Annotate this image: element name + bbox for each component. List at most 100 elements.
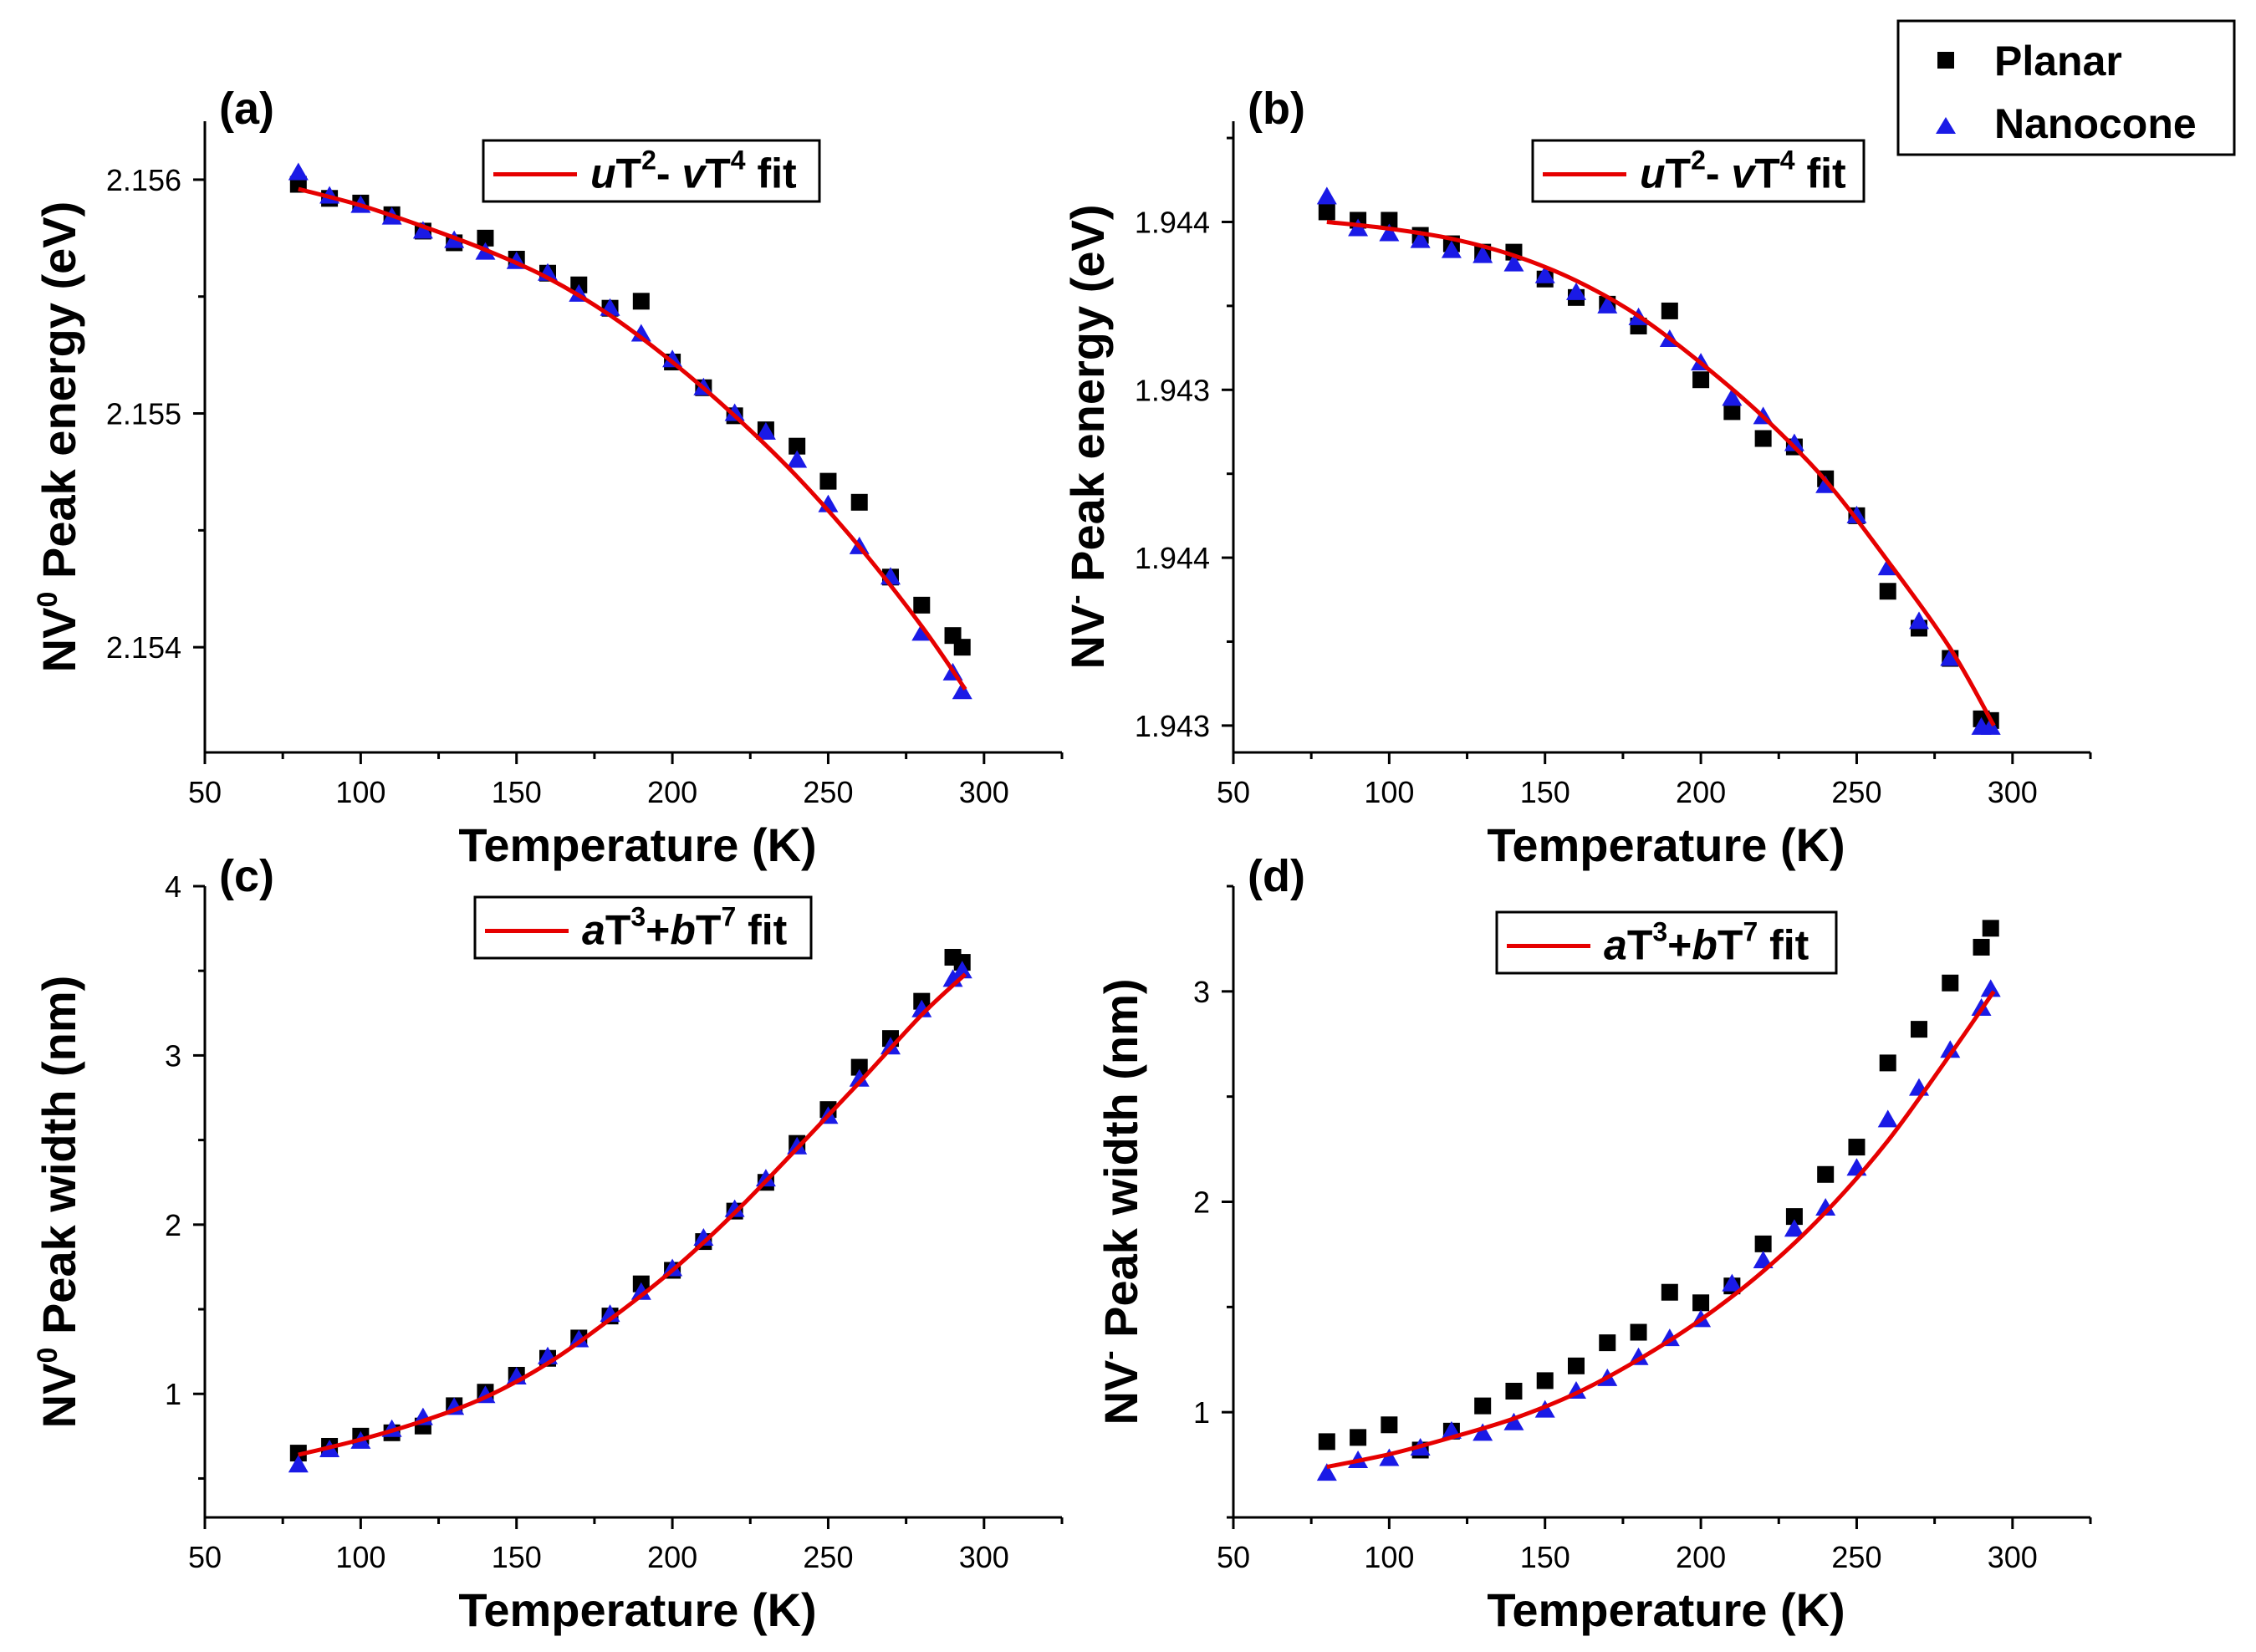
nanocone-point [630,1282,651,1300]
x-tick-label: 300 [1988,1540,2038,1574]
y-tick-label: 2 [165,1208,181,1242]
x-tick-label: 50 [1217,1540,1250,1574]
x-tick-label: 200 [647,775,697,809]
x-tick-label: 200 [647,1540,697,1574]
fit-curve [1326,219,1996,727]
x-tick-label: 250 [1831,775,1881,809]
x-tick-label: 250 [803,1540,853,1574]
legend-nanocone-marker [1936,117,1956,134]
y-tick-label: 2.154 [106,630,181,665]
planar-point [1318,203,1335,221]
planar-point [789,437,806,455]
nanocone-point [1473,1423,1493,1441]
planar-point [1848,1139,1866,1156]
nanocone-point [1877,1109,1898,1128]
y-axis-label: NV- Peak width (nm) [1094,978,1147,1425]
planar-point [1973,938,1990,956]
fit-legend-label: aT3+bT7 fit [1604,917,1809,969]
nanocone-point [569,1329,590,1348]
fit-legend-frame [473,895,813,960]
nanocone-point [1722,1273,1743,1292]
nanocone-point [1473,245,1493,263]
x-tick-label: 50 [188,1540,222,1574]
planar-point [1661,302,1678,319]
nanocone-point [1815,1198,1836,1216]
nanocone-point [755,1169,776,1187]
y-tick-label: 2.155 [106,397,181,431]
planar-point [1630,1323,1647,1341]
planar-point [1911,1021,1927,1038]
x-tick-label: 100 [335,775,385,809]
fit-curve [298,186,967,691]
x-tick-label: 200 [1676,775,1726,809]
y-axis-label: NV0 Peak energy (eV) [32,201,85,673]
y-tick-label: 2.156 [106,163,181,197]
nanocone-point [1379,1448,1400,1466]
nanocone-point [724,403,745,421]
planar-point [1350,1429,1367,1446]
chart-panel-b: 50 100 150 200 250 300 1.943 1.944 1.943 1.944 Tem… [1060,84,2092,871]
y-tick-label: 1.944 [1135,541,1210,575]
planar-point [953,639,971,656]
planar-point [1879,1054,1896,1072]
nanocone-point [662,1258,683,1277]
nanocone-point [662,349,683,368]
x-tick-label: 50 [1217,775,1250,809]
chart-panel-d: 50 100 150 200 250 300 1 2 3 Temperature (K) NV- P… [1094,851,2092,1636]
y-tick-label: 1 [1193,1395,1210,1430]
x-tick-label: 150 [1520,1540,1570,1574]
nanocone-point [1909,611,1929,630]
nanocone-point [1784,1219,1804,1237]
nanocone-point [288,162,309,181]
planar-point [1381,212,1398,229]
planar-point [1536,1372,1554,1389]
nanocone-point [1503,1412,1524,1430]
x-tick-label: 100 [1364,775,1414,809]
nanocone-point [952,961,972,979]
planar-point [1381,1416,1398,1434]
planar-point [1661,1283,1678,1301]
nanocone-point [1940,1040,1961,1058]
planar-point [1982,920,1999,937]
nanocone-point [952,681,972,700]
chart-panel-c: 50 100 150 200 250 300 1 2 3 4 Temperature (K) NV0 … [32,851,1064,1636]
fit-legend-label: uT2- vT4 fit [1640,145,1846,197]
nanocone-point [1566,282,1586,300]
nanocone-point [1316,186,1337,205]
planar-point [1785,1208,1803,1226]
y-tick-label: 1.944 [1135,205,1210,239]
legend-nanocone-label: Nanocone [1994,100,2197,147]
planar-point [1754,430,1772,447]
panel-label: (d) [1248,851,1305,901]
nanocone-point [1379,223,1400,242]
legend: Planar Nanocone [1896,19,2236,156]
y-tick-label: 2 [1193,1185,1210,1220]
x-axis-label: Temperature (K) [458,1583,816,1636]
nanocone-point [1348,218,1369,237]
planar-point [1723,403,1741,421]
x-tick-label: 100 [335,1540,385,1574]
nanocone-point [787,450,808,468]
nanocone-point [1503,253,1524,272]
nanocone-point [1597,295,1618,314]
x-tick-label: 300 [959,1540,1009,1574]
legend-planar-label: Planar [1994,38,2122,84]
planar-point [1692,1294,1710,1312]
planar-point [1318,1433,1335,1451]
nanocone-point [1784,433,1804,451]
planar-point [1942,974,1959,992]
fit-curve [1326,990,1996,1470]
panel-label: (c) [219,851,274,901]
planar-point [913,596,931,614]
fit-legend-frame [482,139,821,203]
planar-point [477,229,494,247]
panel-label: (b) [1248,84,1305,134]
y-tick-label: 1.943 [1135,373,1210,407]
y-tick-label: 1.943 [1135,709,1210,743]
x-tick-label: 150 [492,1540,542,1574]
fit-legend-frame [1495,910,1838,975]
planar-point [1879,583,1896,600]
nanocone-point [1940,648,1961,666]
nanocone-point [693,1228,714,1247]
